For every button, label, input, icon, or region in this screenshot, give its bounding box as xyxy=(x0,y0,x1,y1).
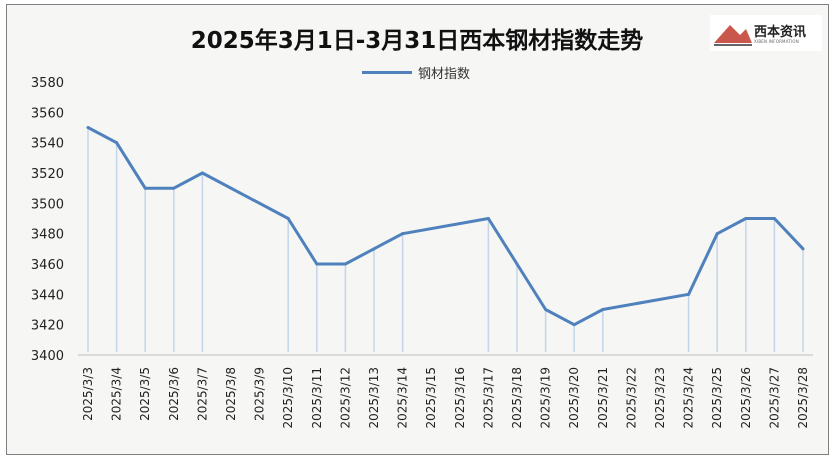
x-tick-label: 2025/3/20 xyxy=(567,367,581,429)
x-tick-label: 2025/3/24 xyxy=(682,367,696,429)
y-tick-label: 3420 xyxy=(31,319,64,334)
y-tick-label: 3500 xyxy=(31,197,64,212)
x-tick-label: 2025/3/23 xyxy=(653,367,667,429)
data-point xyxy=(801,247,805,251)
data-point xyxy=(515,262,519,266)
y-tick-label: 3560 xyxy=(31,106,64,121)
x-tick-label: 2025/3/7 xyxy=(195,367,209,421)
x-tick-label: 2025/3/15 xyxy=(424,367,438,429)
data-point xyxy=(601,308,605,311)
logo-text: 西本资讯 xyxy=(754,25,807,40)
x-tick-label: 2025/3/5 xyxy=(138,367,152,421)
data-point xyxy=(115,141,119,145)
brand-logo: 西本资讯 XIBEN INFORMATION xyxy=(710,15,822,51)
x-tick-label: 2025/3/19 xyxy=(539,367,553,429)
data-point xyxy=(86,126,90,129)
x-tick-label: 2025/3/11 xyxy=(310,367,324,429)
x-tick-label: 2025/3/18 xyxy=(510,367,524,429)
x-tick-label: 2025/3/13 xyxy=(367,367,381,429)
data-point xyxy=(401,232,405,236)
data-point xyxy=(200,171,204,175)
legend-label: 钢材指数 xyxy=(418,67,471,82)
data-point xyxy=(372,247,376,251)
data-point xyxy=(286,217,290,220)
series-group xyxy=(86,126,805,327)
chart-title: 2025年3月1日-3月31日西本钢材指数走势 xyxy=(190,28,644,54)
data-point xyxy=(544,308,548,311)
drop-lines xyxy=(87,127,804,352)
x-tick-label: 2025/3/4 xyxy=(110,367,124,421)
y-axis: 3400 3420 3440 3460 3480 3500 3520 3540 3560 3580 xyxy=(31,76,64,364)
logo-mark-icon xyxy=(714,25,752,46)
x-tick-label: 2025/3/3 xyxy=(81,367,95,421)
y-tick-label: 3480 xyxy=(31,228,64,243)
data-point xyxy=(315,262,319,266)
x-tick-label: 2025/3/25 xyxy=(710,367,724,429)
data-point xyxy=(772,217,776,220)
x-tick-label: 2025/3/26 xyxy=(739,367,753,429)
data-point xyxy=(486,217,490,220)
series-line-steel-index xyxy=(87,126,805,327)
legend-swatch xyxy=(362,71,412,74)
chart-plot: 3400 3420 3440 3460 3480 3500 3520 3540 3560 3580… xyxy=(31,76,813,429)
x-tick-label: 2025/3/16 xyxy=(453,367,467,429)
y-tick-label: 3540 xyxy=(31,137,64,152)
y-tick-label: 3440 xyxy=(31,288,64,303)
data-point xyxy=(343,262,347,266)
x-tick-label: 2025/3/6 xyxy=(167,367,181,421)
x-tick-label: 2025/3/22 xyxy=(624,367,638,429)
x-tick-label: 2025/3/14 xyxy=(396,367,410,429)
x-tick-label: 2025/3/12 xyxy=(338,367,352,429)
data-point xyxy=(715,232,719,236)
chart-frame: 3400 3420 3440 3460 3480 3500 3520 3540 3560 3580… xyxy=(6,4,829,455)
x-tick-label: 2025/3/21 xyxy=(596,367,610,429)
data-point xyxy=(687,292,691,296)
logo-subtext: XIBEN INFORMATION xyxy=(754,39,799,44)
y-tick-label: 3580 xyxy=(31,76,64,91)
x-tick-label: 2025/3/28 xyxy=(796,367,810,429)
x-tick-label: 2025/3/8 xyxy=(224,367,238,421)
x-axis: 2025/3/3 2025/3/4 2025/3/5 2025/3/6 2025/3/7… xyxy=(78,354,813,429)
data-point xyxy=(143,186,147,190)
x-tick-label: 2025/3/9 xyxy=(253,367,267,421)
data-point xyxy=(744,217,748,220)
x-tick-label: 2025/3/17 xyxy=(481,367,495,429)
data-point xyxy=(572,323,576,327)
x-tick-label: 2025/3/10 xyxy=(281,367,295,429)
y-tick-label: 3460 xyxy=(31,258,64,273)
data-point xyxy=(172,186,176,190)
y-tick-label: 3400 xyxy=(31,349,64,364)
y-tick-label: 3520 xyxy=(31,167,64,182)
x-tick-label: 2025/3/27 xyxy=(767,367,781,429)
